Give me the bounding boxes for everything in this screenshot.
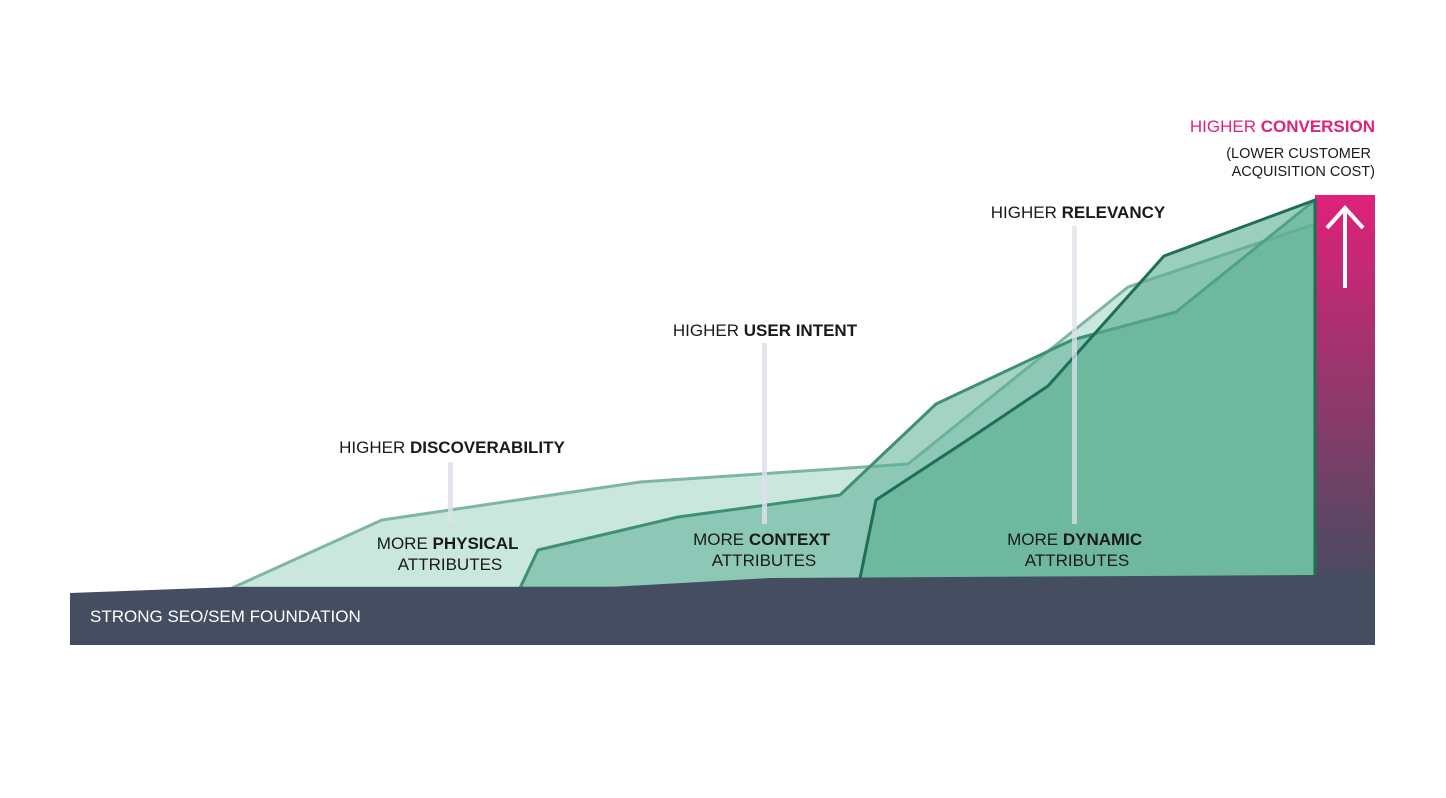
relevancy-label: HIGHER RELEVANCY xyxy=(991,203,1166,222)
up-arrow-icon xyxy=(1325,205,1365,288)
relevancy-guide-line xyxy=(1072,226,1077,524)
dynamic-layer-area xyxy=(856,198,1317,590)
user-intent-label: HIGHER USER INTENT xyxy=(673,321,858,340)
discoverability-guide-line xyxy=(448,462,453,524)
dynamic-attributes-label: MORE DYNAMIC ATTRIBUTES xyxy=(1007,530,1147,570)
conversion-label: HIGHER CONVERSION xyxy=(1190,117,1375,136)
foundation-label: STRONG SEO/SEM FOUNDATION xyxy=(90,607,361,626)
physical-attributes-label: MORE PHYSICAL ATTRIBUTES xyxy=(377,534,523,574)
conversion-sublabel: (LOWER CUSTOMER ACQUISITION COST) xyxy=(1226,146,1375,180)
context-attributes-label: MORE CONTEXT ATTRIBUTES xyxy=(693,530,835,570)
user-intent-guide-line xyxy=(762,343,767,524)
discoverability-label: HIGHER DISCOVERABILITY xyxy=(339,438,565,457)
foundation-band xyxy=(70,575,1375,645)
